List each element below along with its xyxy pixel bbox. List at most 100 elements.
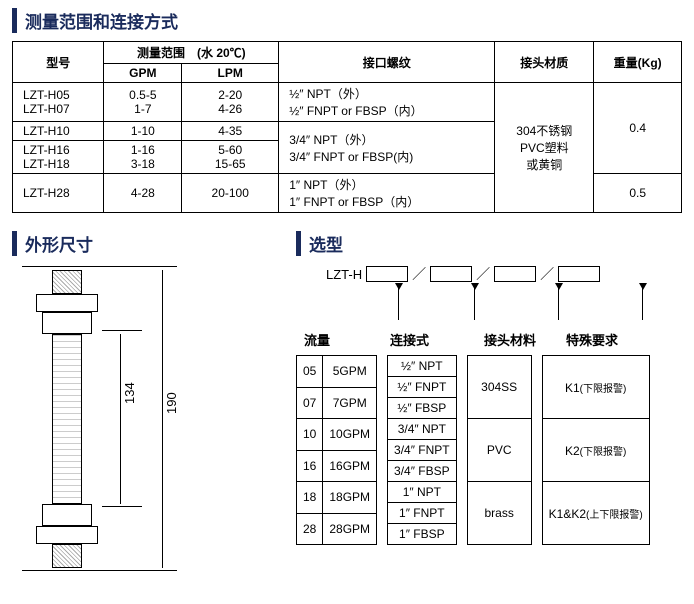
lpm-text: 4-26 bbox=[188, 102, 272, 116]
section3-title: 选型 bbox=[296, 231, 682, 256]
cell-thread: 3/4″ NPT（外） 3/4″ FNPT or FBSP(内) bbox=[279, 122, 495, 174]
nut bbox=[42, 312, 92, 334]
cell-lpm: 4-35 bbox=[182, 122, 279, 141]
thread-top bbox=[52, 270, 82, 294]
opt-val: 7GPM bbox=[323, 387, 377, 419]
dimension-diagram: 134 190 bbox=[12, 264, 272, 604]
model-text: LZT-H18 bbox=[23, 157, 97, 171]
opt-val: 1″ FBSP bbox=[388, 524, 457, 545]
spec-code: K1&K2 bbox=[549, 507, 586, 521]
nut bbox=[42, 504, 92, 526]
spec-code: K1 bbox=[565, 381, 580, 395]
slash: ／ bbox=[540, 264, 554, 284]
code-box bbox=[366, 266, 408, 282]
opt-val: ½″ FBSP bbox=[388, 398, 457, 419]
code-box bbox=[430, 266, 472, 282]
header-flow: 流量 bbox=[304, 330, 390, 349]
col-gpm: GPM bbox=[104, 64, 182, 83]
opt-code: 05 bbox=[297, 356, 323, 388]
cell-gpm: 1-16 3-18 bbox=[104, 141, 182, 174]
opt-val: K1&K2(上下限报警) bbox=[542, 482, 649, 545]
spec-table: 型号 测量范围 (水 20℃) 接口螺纹 接头材质 重量(Kg) GPM LPM… bbox=[12, 41, 682, 213]
cell-lpm: 2-20 4-26 bbox=[182, 83, 279, 122]
arrow-line bbox=[398, 284, 399, 320]
opt-val: 5GPM bbox=[323, 356, 377, 388]
gpm-text: 0.5-5 bbox=[110, 88, 175, 102]
arrow-line bbox=[642, 284, 643, 320]
opt-val: 10GPM bbox=[323, 419, 377, 451]
cell-model: LZT-H28 bbox=[13, 174, 104, 213]
cell-model: LZT-H16 LZT-H18 bbox=[13, 141, 104, 174]
spec-code: K2 bbox=[565, 444, 580, 458]
dim-190-line bbox=[162, 270, 178, 568]
opt-val: 1″ FNPT bbox=[388, 503, 457, 524]
slash: ／ bbox=[476, 264, 490, 284]
opt-val: brass bbox=[467, 482, 531, 545]
hexnut bbox=[36, 526, 98, 544]
col-thread: 接口螺纹 bbox=[279, 42, 495, 83]
opt-val: ½″ NPT bbox=[388, 356, 457, 377]
cell-model: LZT-H10 bbox=[13, 122, 104, 141]
cell-weight: 0.4 bbox=[594, 83, 682, 174]
dim-190-label: 190 bbox=[164, 392, 179, 414]
spec-note: (下限报警) bbox=[580, 384, 627, 395]
cell-lpm: 20-100 bbox=[182, 174, 279, 213]
cell-weight: 0.5 bbox=[594, 174, 682, 213]
cell-thread: 1″ NPT（外） 1″ FNPT or FBSP（内） bbox=[279, 174, 495, 213]
flow-options-table: 055GPM 077GPM 1010GPM 1616GPM 1818GPM 28… bbox=[296, 355, 377, 545]
mat-options-table: 304SS PVC brass bbox=[467, 355, 532, 545]
opt-val: 304SS bbox=[467, 356, 531, 419]
code-box bbox=[494, 266, 536, 282]
thread-bot bbox=[52, 544, 82, 568]
dim-line bbox=[22, 266, 177, 267]
dim-134-label: 134 bbox=[122, 382, 137, 404]
opt-val: PVC bbox=[467, 419, 531, 482]
model-text: LZT-H16 bbox=[23, 143, 97, 157]
body bbox=[52, 334, 82, 504]
col-model: 型号 bbox=[13, 42, 104, 83]
gpm-text: 1-7 bbox=[110, 102, 175, 116]
opt-val: 3/4″ FNPT bbox=[388, 440, 457, 461]
opt-code: 10 bbox=[297, 419, 323, 451]
opt-code: 18 bbox=[297, 482, 323, 514]
opt-code: 28 bbox=[297, 513, 323, 545]
col-lpm: LPM bbox=[182, 64, 279, 83]
code-box bbox=[558, 266, 600, 282]
gpm-text: 3-18 bbox=[110, 157, 175, 171]
spec-note: (上下限报警) bbox=[586, 510, 643, 521]
opt-val: K1(下限报警) bbox=[542, 356, 649, 419]
conn-options-table: ½″ NPT ½″ FNPT ½″ FBSP 3/4″ NPT 3/4″ FNP… bbox=[387, 355, 457, 545]
section2-title: 外形尺寸 bbox=[12, 231, 272, 256]
arrow-line bbox=[558, 284, 559, 320]
lpm-text: 2-20 bbox=[188, 88, 272, 102]
model-text: LZT-H05 bbox=[23, 88, 97, 102]
col-range: 测量范围 (水 20℃) bbox=[104, 42, 279, 64]
cell-gpm: 0.5-5 1-7 bbox=[104, 83, 182, 122]
cell-lpm: 5-60 15-65 bbox=[182, 141, 279, 174]
lpm-text: 15-65 bbox=[188, 157, 272, 171]
model-prefix: LZT-H bbox=[326, 267, 362, 282]
gpm-text: 1-16 bbox=[110, 143, 175, 157]
cell-gpm: 1-10 bbox=[104, 122, 182, 141]
slash: ／ bbox=[412, 264, 426, 284]
dim-line bbox=[102, 330, 142, 331]
lpm-text: 5-60 bbox=[188, 143, 272, 157]
cell-material: 304不锈钢 PVC塑料 或黄铜 bbox=[495, 83, 594, 213]
opt-code: 07 bbox=[297, 387, 323, 419]
dim-134-line bbox=[120, 334, 136, 504]
hexnut bbox=[36, 294, 98, 312]
opt-code: 16 bbox=[297, 450, 323, 482]
opt-val: 1″ NPT bbox=[388, 482, 457, 503]
opt-val: 18GPM bbox=[323, 482, 377, 514]
section1-title: 测量范围和连接方式 bbox=[12, 8, 682, 33]
spec-options-table: K1(下限报警) K2 (下限报警) K1&K2(上下限报警) bbox=[542, 355, 650, 545]
dim-line bbox=[102, 506, 142, 507]
cell-gpm: 4-28 bbox=[104, 174, 182, 213]
opt-val: 3/4″ FBSP bbox=[388, 461, 457, 482]
opt-val: 28GPM bbox=[323, 513, 377, 545]
model-text: LZT-H07 bbox=[23, 102, 97, 116]
dim-line bbox=[22, 570, 177, 571]
opt-val: ½″ FNPT bbox=[388, 377, 457, 398]
col-material: 接头材质 bbox=[495, 42, 594, 83]
cell-thread: ½″ NPT（外） ½″ FNPT or FBSP（内） bbox=[279, 83, 495, 122]
